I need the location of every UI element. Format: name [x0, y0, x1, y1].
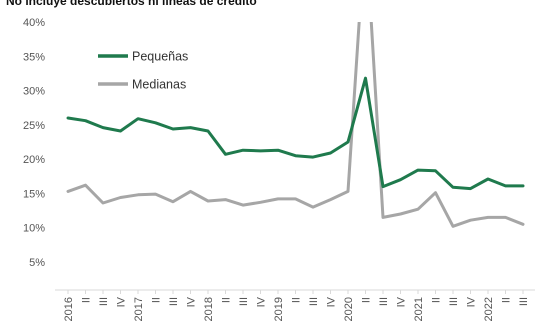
x-tick-label: IV: [186, 296, 198, 307]
x-tick-label: 2016: [63, 297, 75, 321]
x-tick-label: II: [151, 297, 163, 303]
y-tick-label: 10%: [23, 223, 45, 235]
y-tick-label: 20%: [23, 154, 45, 166]
x-tick-label: III: [378, 297, 390, 306]
x-tick-label: IV: [326, 296, 338, 307]
x-tick-label: IV: [256, 296, 268, 307]
x-tick-label: 2021: [413, 297, 425, 321]
y-tick-label: 25%: [23, 120, 45, 132]
x-tick-label: III: [98, 297, 110, 306]
x-tick-label: II: [291, 297, 303, 303]
y-tick-label: 15%: [23, 188, 45, 200]
y-tick-label: 40%: [23, 17, 45, 29]
x-tick-label: IV: [396, 296, 408, 307]
legend: Pequeñas Medianas: [98, 50, 188, 92]
series-line-pequeas: [66, 76, 525, 191]
x-tick-label: III: [238, 297, 250, 306]
x-tick-label: 2020: [343, 297, 355, 321]
x-tick-label: II: [221, 297, 233, 303]
y-tick-label: 30%: [23, 86, 45, 98]
x-tick-label: 2017: [133, 297, 145, 321]
x-tick-label: 2019: [273, 297, 285, 321]
x-tick-label: II: [361, 297, 373, 303]
series-lines: [66, 22, 525, 228]
x-tick-label: II: [81, 297, 93, 303]
x-tick-label: IV: [116, 296, 128, 307]
x-tick-label: II: [431, 297, 443, 303]
series-line-medianas: [66, 22, 525, 228]
x-tick-label: III: [518, 297, 530, 306]
x-tick-label: 2018: [203, 297, 215, 321]
chart-title: No incluye descubiertos ni líneas de cré…: [6, 0, 257, 8]
y-axis: 40% 35% 30% 25% 20% 15% 10% 5%: [23, 17, 45, 269]
legend-label: Pequeñas: [132, 50, 188, 64]
x-tick-label: 2022: [483, 297, 495, 321]
x-tick-label: IV: [466, 296, 478, 307]
x-tick-label: II: [501, 297, 513, 303]
y-tick-label: 35%: [23, 51, 45, 63]
legend-label: Medianas: [132, 78, 186, 92]
y-tick-label: 5%: [29, 257, 45, 269]
x-tick-label: III: [448, 297, 460, 306]
x-tick-label: III: [168, 297, 180, 306]
x-axis: 2016 II III IV 2017 II III IV 2018 II III IV 2019 II I…: [63, 290, 530, 321]
x-tick-label: III: [308, 297, 320, 306]
